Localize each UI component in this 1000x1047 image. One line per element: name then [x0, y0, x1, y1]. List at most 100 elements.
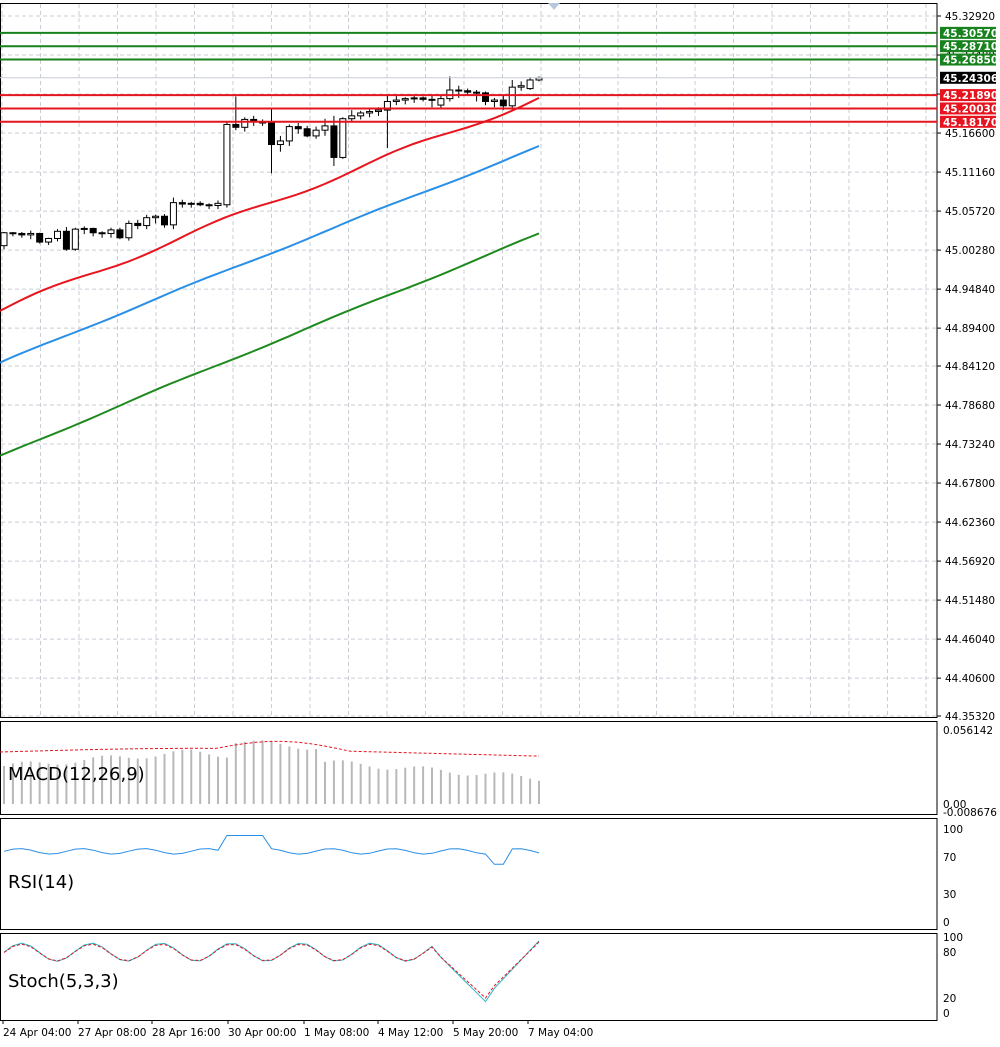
candle	[428, 98, 436, 101]
candle	[517, 85, 525, 88]
support-level-value: 45.21890	[943, 90, 998, 102]
support-level-tag	[940, 89, 996, 102]
candle	[321, 125, 329, 131]
time-label: 30 Apr 00:00	[228, 1027, 296, 1039]
price-tick-label: 45.32920	[945, 11, 995, 23]
candle	[499, 99, 507, 107]
moving-average-line	[0, 232, 540, 457]
stoch-d-line	[3, 941, 540, 999]
price-tick-label: 45.05720	[945, 206, 995, 218]
stoch-tick-label: 100	[943, 932, 963, 944]
price-tick-label: 44.78680	[945, 400, 995, 412]
stoch-tick-label: 80	[943, 947, 956, 959]
candle	[508, 86, 516, 107]
candle	[27, 232, 35, 236]
rsi-line	[3, 835, 540, 865]
time-label: 1 May 08:00	[304, 1027, 369, 1039]
candle	[80, 227, 88, 230]
price-tick-label: 44.35320	[945, 711, 995, 723]
chart-shift-marker	[548, 3, 560, 10]
support-level-value: 45.18170	[943, 117, 998, 129]
price-tick-label: 44.67800	[945, 478, 995, 490]
rsi-tick-label: 70	[943, 852, 956, 864]
candle	[0, 232, 8, 247]
candle	[89, 227, 97, 234]
candle	[18, 232, 26, 236]
candle	[303, 128, 311, 137]
candle	[375, 109, 382, 113]
support-level-value: 45.20030	[943, 103, 998, 115]
candle	[526, 79, 534, 90]
moving-average-line	[0, 145, 540, 364]
resistance-level-tag	[940, 40, 996, 53]
candle	[312, 129, 320, 137]
candle	[294, 126, 302, 130]
rsi-tick-label: 30	[943, 889, 956, 901]
macd-tick-label: 0.00	[943, 799, 966, 811]
time-label: 4 May 12:00	[378, 1027, 443, 1039]
stoch-k-line	[3, 940, 540, 1003]
price-tick-label: 44.46040	[945, 634, 995, 646]
candle	[268, 122, 275, 146]
candle	[9, 232, 17, 235]
resistance-level-tag	[940, 53, 996, 66]
macd-signal-line	[0, 740, 540, 757]
candle	[152, 215, 160, 219]
price-tick-label: 45.16600	[945, 128, 995, 140]
candle	[410, 97, 418, 100]
stoch-tick-label: 20	[943, 993, 956, 1005]
resistance-level-tag	[940, 26, 996, 39]
candle	[125, 222, 133, 239]
price-tick-label: 44.56920	[945, 556, 995, 568]
rsi-frame	[0, 818, 938, 930]
candle	[45, 237, 53, 243]
price-frame	[0, 3, 938, 718]
candle	[36, 232, 44, 243]
candle	[455, 89, 463, 92]
price-tick-label: 44.89400	[945, 323, 995, 335]
support-level-tag	[940, 115, 996, 128]
candle	[348, 115, 356, 120]
candle	[196, 202, 204, 206]
candle	[285, 126, 293, 142]
stoch-pane: Stoch(5,3,3)	[0, 933, 938, 1021]
candle	[330, 125, 338, 158]
stoch-frame	[0, 933, 938, 1021]
candle	[54, 230, 61, 239]
price-pane	[0, 3, 938, 1020]
current-price-value: 45.24306	[943, 73, 998, 85]
price-tick-label: 44.73240	[945, 439, 995, 451]
resistance-level-value: 45.30570	[943, 28, 998, 40]
macd-pane: MACD(12,26,9)	[0, 721, 938, 815]
candle	[241, 118, 249, 128]
candle	[357, 112, 365, 117]
time-label: 27 Apr 08:00	[78, 1027, 146, 1039]
price-tick-label: 44.40600	[945, 673, 995, 685]
candle	[116, 229, 124, 239]
support-level-tag	[940, 102, 996, 115]
candle	[223, 123, 231, 206]
candle	[464, 90, 472, 93]
candle	[339, 118, 347, 158]
candle	[437, 98, 445, 106]
candle	[178, 202, 186, 205]
candle	[98, 232, 106, 235]
rsi-tick-label: 0	[943, 917, 950, 929]
candle	[161, 215, 168, 226]
candle	[366, 111, 374, 114]
time-label: 5 May 20:00	[453, 1027, 518, 1039]
candle	[276, 140, 284, 146]
candle	[214, 202, 222, 206]
rsi-pane: RSI(14)	[0, 818, 938, 930]
candle	[401, 98, 409, 101]
candle	[392, 99, 400, 102]
rsi-tick-label: 100	[943, 824, 963, 836]
price-tick-label: 45.00280	[945, 245, 995, 257]
candle	[187, 202, 195, 205]
price-tick-label: 44.62360	[945, 517, 995, 529]
rsi-label: RSI(14)	[8, 872, 74, 893]
price-tick-label: 44.94840	[945, 284, 995, 296]
time-label: 28 Apr 16:00	[152, 1027, 220, 1039]
macd-tick-label: -0.008676	[943, 807, 997, 819]
